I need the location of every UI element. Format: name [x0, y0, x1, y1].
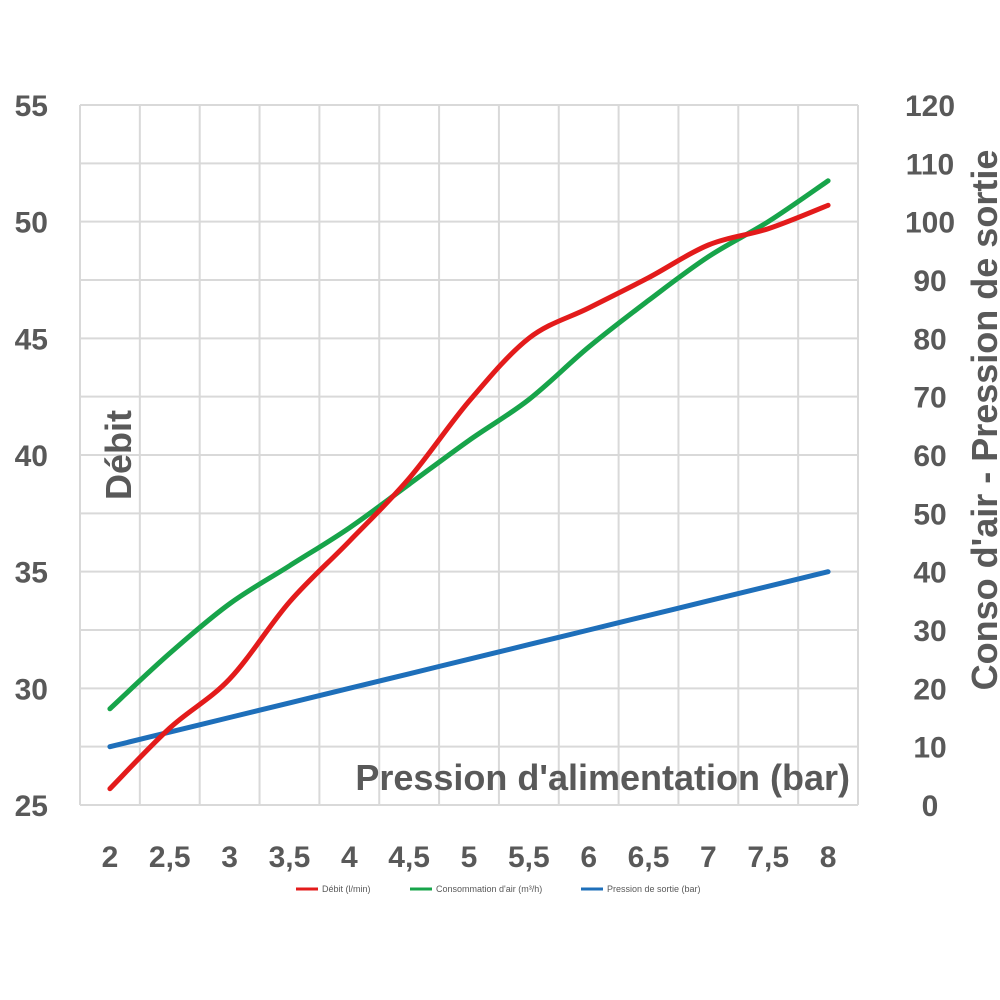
series-layer [107, 178, 831, 792]
legend-item-debit: Débit (l/min) [296, 884, 371, 894]
right-tick-label: 20 [913, 673, 946, 706]
x-tick-label: 7 [700, 841, 717, 874]
x-tick-label: 3,5 [269, 841, 311, 874]
legend-item-consommation: Consommation d'air (m³/h) [410, 884, 542, 894]
right-tick-label: 80 [913, 323, 946, 356]
grid [79, 104, 859, 806]
left-tick-label: 50 [15, 207, 48, 240]
series-line-consommation [107, 178, 831, 712]
x-axis-ticks: 2 2,5 3 3,5 4 4,5 5 5,5 6 6,5 7 7,5 8 [102, 841, 837, 874]
right-tick-label: 100 [905, 207, 955, 240]
series-line-pression-sortie [107, 569, 831, 750]
legend-item-pression-sortie: Pression de sortie (bar) [581, 884, 701, 894]
x-tick-label: 6,5 [628, 841, 670, 874]
x-tick-label: 4,5 [388, 841, 430, 874]
x-tick-label: 4 [341, 841, 358, 874]
x-tick-label: 3 [221, 841, 238, 874]
legend-label: Pression de sortie (bar) [607, 884, 701, 894]
left-axis-ticks: 25 30 35 40 45 50 55 [15, 90, 48, 823]
left-tick-label: 45 [15, 323, 48, 356]
left-tick-label: 40 [15, 440, 48, 473]
left-tick-label: 55 [15, 90, 48, 123]
x-tick-label: 7,5 [747, 841, 789, 874]
x-axis-title: Pression d'alimentation (bar) [355, 757, 850, 798]
right-tick-label: 50 [913, 498, 946, 531]
legend-label: Consommation d'air (m³/h) [436, 884, 542, 894]
right-axis-title: Conso d'air - Pression de sortie [964, 150, 1000, 691]
x-tick-label: 2,5 [149, 841, 191, 874]
legend: Débit (l/min) Consommation d'air (m³/h) Pr… [296, 884, 701, 894]
right-axis-ticks: 0 10 20 30 40 50 60 70 80 90 100 110 120 [905, 90, 955, 823]
right-tick-label: 40 [913, 557, 946, 590]
right-tick-label: 110 [906, 148, 954, 181]
left-tick-label: 35 [15, 557, 48, 590]
left-tick-label: 25 [15, 790, 48, 823]
right-tick-label: 60 [913, 440, 946, 473]
right-tick-label: 30 [913, 615, 946, 648]
right-tick-label: 120 [905, 90, 955, 123]
series-line-debit [107, 202, 831, 792]
left-axis-title: Débit [98, 410, 139, 500]
x-tick-label: 5 [461, 841, 478, 874]
left-tick-label: 30 [15, 673, 48, 706]
x-tick-label: 6 [580, 841, 597, 874]
x-tick-label: 8 [820, 841, 837, 874]
legend-label: Débit (l/min) [322, 884, 371, 894]
right-tick-label: 70 [913, 382, 946, 415]
x-tick-label: 2 [102, 841, 119, 874]
x-tick-label: 5,5 [508, 841, 550, 874]
right-tick-label: 0 [922, 790, 939, 823]
right-tick-label: 10 [913, 732, 946, 765]
right-tick-label: 90 [913, 265, 946, 298]
